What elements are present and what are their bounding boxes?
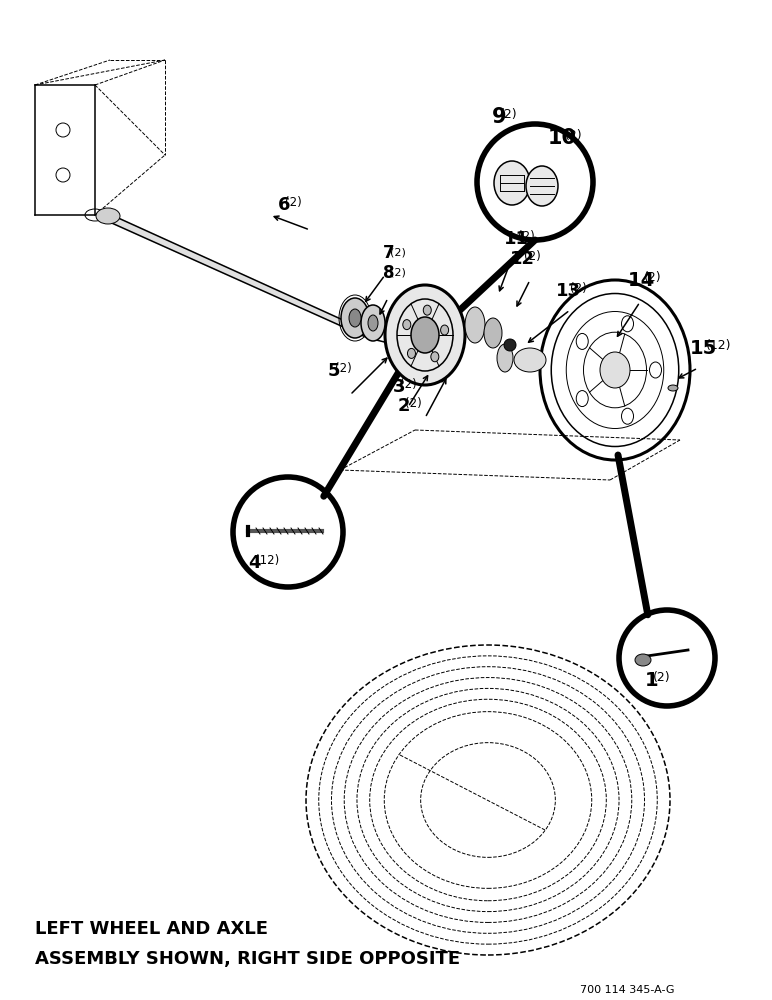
Text: (2): (2)	[405, 397, 422, 410]
Ellipse shape	[349, 309, 361, 327]
Ellipse shape	[361, 305, 385, 341]
Ellipse shape	[649, 362, 662, 378]
Text: LEFT WHEEL AND AXLE: LEFT WHEEL AND AXLE	[35, 920, 268, 938]
Ellipse shape	[341, 298, 369, 338]
Text: 14: 14	[628, 271, 655, 290]
Ellipse shape	[465, 307, 485, 343]
Ellipse shape	[576, 333, 588, 349]
Ellipse shape	[600, 352, 630, 388]
Ellipse shape	[408, 348, 415, 358]
Text: 6: 6	[278, 196, 290, 214]
Text: (12): (12)	[256, 554, 279, 567]
Text: 3: 3	[393, 378, 405, 396]
Text: 12: 12	[510, 250, 535, 268]
Text: 15: 15	[690, 339, 717, 358]
Text: (2): (2)	[652, 671, 670, 684]
Text: (2): (2)	[400, 378, 417, 391]
Text: (2): (2)	[571, 282, 587, 295]
Ellipse shape	[494, 161, 530, 205]
Ellipse shape	[385, 285, 465, 385]
Text: 2: 2	[398, 397, 411, 415]
Text: 8: 8	[383, 264, 394, 282]
Ellipse shape	[526, 166, 558, 206]
Text: 1: 1	[645, 671, 659, 690]
Ellipse shape	[668, 385, 678, 391]
Ellipse shape	[441, 325, 449, 335]
Ellipse shape	[576, 391, 588, 407]
Text: 10: 10	[548, 128, 577, 148]
Text: 11: 11	[504, 230, 529, 248]
Ellipse shape	[514, 348, 546, 372]
Text: (2): (2)	[643, 271, 661, 284]
Ellipse shape	[368, 315, 378, 331]
Ellipse shape	[484, 318, 502, 348]
Polygon shape	[105, 212, 368, 338]
Text: 7: 7	[383, 244, 394, 262]
Ellipse shape	[621, 408, 634, 424]
Text: 5: 5	[328, 362, 340, 380]
Ellipse shape	[96, 208, 120, 224]
Text: 9: 9	[492, 107, 506, 127]
Text: (2): (2)	[285, 196, 302, 209]
Ellipse shape	[423, 305, 432, 315]
Text: (2): (2)	[390, 247, 405, 257]
Ellipse shape	[431, 352, 438, 362]
Ellipse shape	[403, 320, 411, 330]
Ellipse shape	[635, 654, 651, 666]
Ellipse shape	[411, 317, 439, 353]
Text: (2): (2)	[524, 250, 541, 263]
Text: 13: 13	[556, 282, 581, 300]
Circle shape	[504, 339, 516, 351]
Text: (2): (2)	[500, 108, 518, 121]
Text: 700 114 345-A-G: 700 114 345-A-G	[580, 985, 675, 995]
Text: (2): (2)	[518, 230, 535, 243]
Ellipse shape	[621, 316, 634, 332]
Text: (12): (12)	[706, 339, 731, 352]
Text: 4: 4	[248, 554, 260, 572]
Text: (2): (2)	[564, 129, 582, 142]
Ellipse shape	[497, 344, 513, 372]
Text: (2): (2)	[390, 267, 405, 277]
Text: ASSEMBLY SHOWN, RIGHT SIDE OPPOSITE: ASSEMBLY SHOWN, RIGHT SIDE OPPOSITE	[35, 950, 460, 968]
Text: (2): (2)	[335, 362, 352, 375]
